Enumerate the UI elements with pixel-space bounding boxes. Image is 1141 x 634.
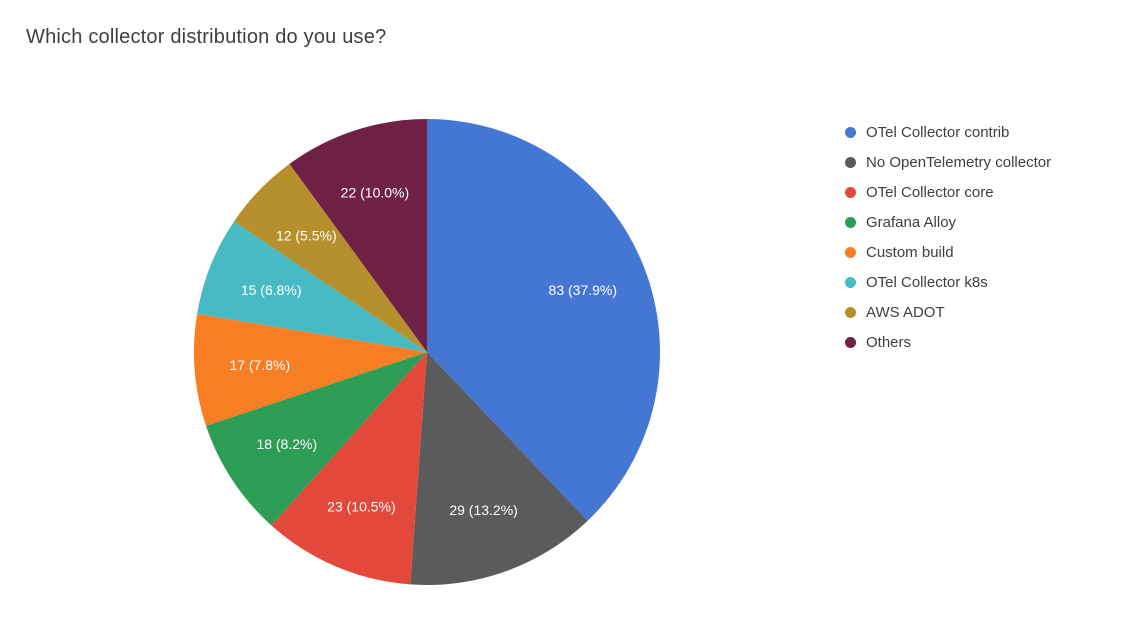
- slice-label: 15 (6.8%): [241, 282, 302, 298]
- legend-item-7: AWS ADOT: [845, 297, 1051, 327]
- pie-slice-2: [410, 352, 588, 585]
- legend-bullet-icon: [845, 306, 856, 318]
- pie-slice-4: [206, 352, 427, 526]
- legend-bullet-icon: [845, 156, 856, 168]
- legend-label: No OpenTelemetry collector: [866, 153, 1052, 171]
- pie-slice-1: [427, 119, 660, 521]
- legend-item-4: Grafana Alloy: [845, 207, 1051, 237]
- pie-slice-3: [271, 352, 427, 585]
- legend-bullet-icon: [845, 186, 856, 198]
- legend-label: OTel Collector core: [866, 183, 994, 201]
- slice-label: 12 (5.5%): [276, 228, 337, 244]
- legend-item-6: OTel Collector k8s: [845, 267, 1051, 297]
- legend-bullet-icon: [845, 126, 856, 138]
- pie-slice-5: [194, 313, 427, 426]
- pie-slice-8: [289, 119, 427, 352]
- pie-slice-7: [234, 163, 427, 352]
- legend-bullet-icon: [845, 336, 856, 348]
- slice-label: 83 (37.9%): [549, 282, 617, 298]
- legend-item-1: OTel Collector contrib: [845, 117, 1051, 147]
- legend-label: OTel Collector k8s: [866, 273, 988, 291]
- legend-label: Others: [866, 333, 912, 351]
- slice-label: 22 (10.0%): [341, 185, 409, 201]
- chart-title: Which collector distribution do you use?: [26, 26, 387, 48]
- legend-item-5: Custom build: [845, 237, 1051, 267]
- slice-label: 23 (10.5%): [327, 498, 395, 514]
- legend-item-8: Others: [845, 327, 1051, 357]
- pie-chart: 83 (37.9%) 29 (13.2%) 23 (10.5%) 18 (8.2%) 1…: [194, 119, 660, 585]
- legend-bullet-icon: [845, 216, 856, 228]
- chart-legend: OTel Collector contrib No OpenTelemetry c…: [845, 117, 1051, 357]
- legend-label: AWS ADOT: [866, 303, 945, 321]
- pie-slice-6: [197, 221, 427, 352]
- slice-label: 18 (8.2%): [256, 436, 317, 452]
- slice-label: 29 (13.2%): [449, 502, 517, 518]
- legend-label: Custom build: [866, 243, 954, 261]
- slice-label: 17 (7.8%): [229, 357, 290, 373]
- legend-bullet-icon: [845, 276, 856, 288]
- legend-label: Grafana Alloy: [866, 213, 957, 231]
- legend-bullet-icon: [845, 246, 856, 258]
- legend-item-2: No OpenTelemetry collector: [845, 147, 1051, 177]
- pie-slices-group: [194, 119, 660, 585]
- legend-label: OTel Collector contrib: [866, 123, 1010, 141]
- pie-labels-group: 83 (37.9%) 29 (13.2%) 23 (10.5%) 18 (8.2%) 1…: [229, 185, 617, 518]
- legend-item-3: OTel Collector core: [845, 177, 1051, 207]
